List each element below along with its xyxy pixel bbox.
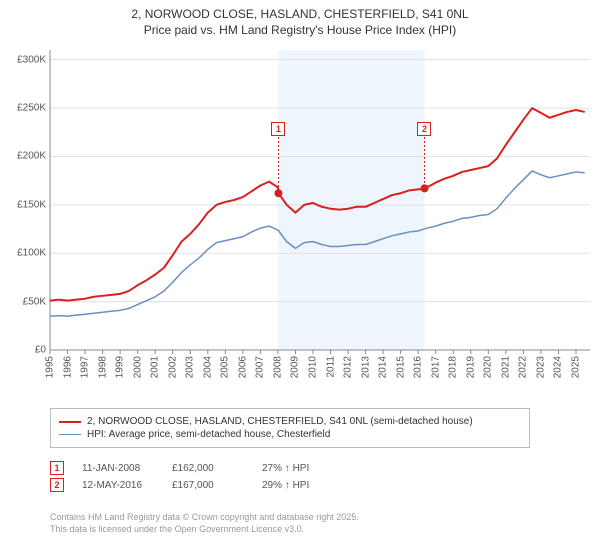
x-tick-label: 2024 bbox=[553, 356, 564, 378]
footer-line-2: This data is licensed under the Open Gov… bbox=[50, 524, 359, 536]
y-tick-label: £200K bbox=[17, 151, 46, 162]
y-tick-label: £100K bbox=[17, 248, 46, 259]
y-tick-label: £250K bbox=[17, 103, 46, 114]
x-tick-label: 2011 bbox=[325, 356, 336, 378]
x-tick-label: 2004 bbox=[202, 356, 213, 378]
sale-date: 11-JAN-2008 bbox=[82, 463, 154, 474]
x-tick-label: 2001 bbox=[150, 356, 161, 378]
marker-dot-2 bbox=[420, 184, 428, 192]
x-tick-label: 1997 bbox=[80, 356, 91, 378]
sale-price: £162,000 bbox=[172, 463, 244, 474]
plot-svg bbox=[50, 50, 590, 350]
sale-marker: 1 bbox=[50, 461, 64, 475]
legend-label: 2, NORWOOD CLOSE, HASLAND, CHESTERFIELD,… bbox=[87, 416, 473, 427]
footer: Contains HM Land Registry data © Crown c… bbox=[50, 512, 359, 535]
marker-label-1: 1 bbox=[271, 122, 285, 136]
x-tick-label: 2022 bbox=[518, 356, 529, 378]
x-tick-label: 2006 bbox=[237, 356, 248, 378]
marker-label-2: 2 bbox=[417, 122, 431, 136]
x-tick-label: 1995 bbox=[45, 356, 56, 378]
legend-swatch bbox=[59, 434, 81, 435]
x-tick-label: 2023 bbox=[535, 356, 546, 378]
x-tick-label: 2019 bbox=[465, 356, 476, 378]
x-tick-label: 2020 bbox=[483, 356, 494, 378]
sale-date: 12-MAY-2016 bbox=[82, 480, 154, 491]
x-tick-label: 1998 bbox=[97, 356, 108, 378]
legend-swatch bbox=[59, 421, 81, 423]
marker-dot-1 bbox=[274, 189, 282, 197]
chart-title-block: 2, NORWOOD CLOSE, HASLAND, CHESTERFIELD,… bbox=[0, 0, 600, 42]
legend-row: HPI: Average price, semi-detached house,… bbox=[59, 429, 521, 440]
legend: 2, NORWOOD CLOSE, HASLAND, CHESTERFIELD,… bbox=[50, 408, 530, 448]
x-tick-label: 2021 bbox=[500, 356, 511, 378]
title-line-2: Price paid vs. HM Land Registry's House … bbox=[0, 22, 600, 38]
x-tick-label: 2005 bbox=[220, 356, 231, 378]
y-tick-label: £0 bbox=[35, 345, 46, 356]
x-tick-label: 2025 bbox=[570, 356, 581, 378]
x-tick-label: 2008 bbox=[272, 356, 283, 378]
sale-delta: 29% ↑ HPI bbox=[262, 480, 334, 491]
x-tick-label: 2010 bbox=[307, 356, 318, 378]
y-tick-label: £150K bbox=[17, 199, 46, 210]
x-tick-label: 1999 bbox=[115, 356, 126, 378]
sale-row: 2 12-MAY-2016 £167,000 29% ↑ HPI bbox=[50, 478, 334, 492]
x-tick-label: 1996 bbox=[62, 356, 73, 378]
x-tick-label: 2007 bbox=[255, 356, 266, 378]
x-tick-label: 2009 bbox=[290, 356, 301, 378]
title-line-1: 2, NORWOOD CLOSE, HASLAND, CHESTERFIELD,… bbox=[0, 6, 600, 22]
x-tick-label: 2016 bbox=[413, 356, 424, 378]
sale-price: £167,000 bbox=[172, 480, 244, 491]
chart-container: 2, NORWOOD CLOSE, HASLAND, CHESTERFIELD,… bbox=[0, 0, 600, 560]
y-tick-label: £50K bbox=[23, 296, 46, 307]
x-tick-label: 2017 bbox=[430, 356, 441, 378]
sale-marker: 2 bbox=[50, 478, 64, 492]
sales-table: 1 11-JAN-2008 £162,000 27% ↑ HPI 2 12-MAY-201… bbox=[50, 458, 334, 495]
x-tick-label: 2018 bbox=[448, 356, 459, 378]
x-tick-label: 2015 bbox=[395, 356, 406, 378]
highlight-band bbox=[278, 50, 424, 350]
x-tick-label: 2003 bbox=[185, 356, 196, 378]
sale-row: 1 11-JAN-2008 £162,000 27% ↑ HPI bbox=[50, 461, 334, 475]
x-tick-label: 2012 bbox=[343, 356, 354, 378]
x-tick-label: 2000 bbox=[132, 356, 143, 378]
legend-row: 2, NORWOOD CLOSE, HASLAND, CHESTERFIELD,… bbox=[59, 416, 521, 427]
x-tick-label: 2002 bbox=[167, 356, 178, 378]
sale-delta: 27% ↑ HPI bbox=[262, 463, 334, 474]
y-tick-label: £300K bbox=[17, 54, 46, 65]
x-tick-label: 2013 bbox=[360, 356, 371, 378]
x-tick-label: 2014 bbox=[378, 356, 389, 378]
footer-line-1: Contains HM Land Registry data © Crown c… bbox=[50, 512, 359, 524]
plot-area: £0£50K£100K£150K£200K£250K£300K199519961… bbox=[50, 50, 590, 350]
legend-label: HPI: Average price, semi-detached house,… bbox=[87, 429, 330, 440]
